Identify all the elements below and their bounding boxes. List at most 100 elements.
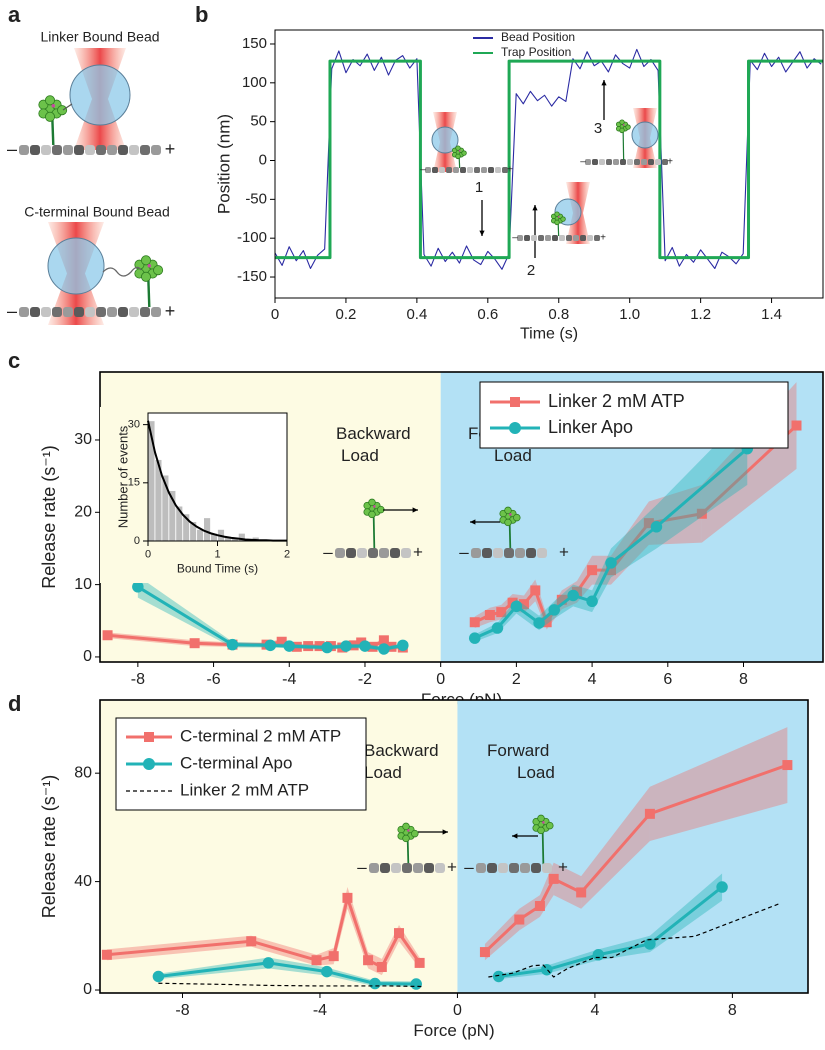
data-point (592, 949, 605, 961)
motor-tag (622, 124, 625, 126)
legend-label: Linker 2 mM ATP (180, 780, 309, 799)
microtubule-subunit (402, 863, 412, 873)
microtubule-subunit (580, 235, 586, 241)
x-axis-label: Time (s) (520, 326, 578, 343)
data-point (548, 873, 559, 884)
motor-tag (51, 104, 56, 108)
microtubule-subunit (520, 863, 530, 873)
plus-sign: + (667, 157, 673, 168)
microtubule-subunit (517, 235, 523, 241)
x-tick-label: -4 (282, 671, 296, 688)
x-tick-label: 6 (663, 671, 672, 688)
plus-sign: + (600, 233, 606, 244)
data-point (189, 638, 200, 649)
microtubule-subunit (435, 863, 445, 873)
microtubule-subunit (19, 145, 29, 155)
microtubule-subunit (346, 548, 356, 558)
legend-label: Bead Position (501, 30, 575, 44)
microtubule-subunit (74, 145, 84, 155)
microtubule-subunit (515, 548, 525, 558)
x-tick-label: 8 (728, 1002, 737, 1019)
linker (62, 103, 73, 111)
microtubule-subunit (620, 159, 626, 165)
data-point (321, 965, 333, 978)
motor-domain (504, 518, 512, 527)
legend-marker (143, 758, 155, 770)
data-point (479, 947, 490, 958)
motor-domain (402, 834, 410, 843)
arrow-head (442, 829, 448, 835)
microtubule-subunit (96, 307, 106, 317)
motor-tag (407, 829, 410, 832)
y-axis-label: Release rate (s⁻¹) (39, 775, 59, 919)
x-tick-label: -4 (313, 1002, 327, 1019)
legend-marker (144, 732, 154, 742)
microtubule-subunit (19, 307, 29, 317)
data-point (492, 970, 505, 983)
y-tick-label: 150 (242, 35, 267, 52)
microtubule-subunit (613, 159, 619, 165)
microtubule-subunit (662, 159, 668, 165)
microtubule-subunit (151, 145, 161, 155)
microtubule-subunit (599, 159, 605, 165)
microtubule-subunit (488, 167, 494, 173)
bead (47, 237, 105, 295)
arrow-head (479, 230, 485, 236)
x-tick-label: -8 (175, 1002, 189, 1019)
motor-domain (625, 124, 631, 130)
motor-domain (44, 95, 56, 106)
microtubule-subunit (493, 548, 503, 558)
motor-domain (140, 255, 152, 266)
data-point (533, 617, 545, 629)
microtubule-subunit (594, 235, 600, 241)
microtubule-subunit (439, 167, 445, 173)
error-band (581, 786, 650, 909)
data-point (414, 957, 425, 968)
microtubule-subunit (476, 863, 486, 873)
data-point (246, 936, 257, 947)
microtubule-subunit (446, 167, 452, 173)
microtubule-subunit (52, 307, 62, 317)
data-point (321, 641, 333, 654)
microtubule-subunit (379, 548, 389, 558)
data-point (514, 914, 525, 925)
annotation: 1 (475, 179, 483, 196)
microtubule-subunit (425, 167, 431, 173)
plus-sign: + (165, 301, 176, 321)
panel-label: b (195, 2, 208, 27)
microtubule-subunit (552, 235, 558, 241)
data-point (696, 508, 707, 519)
microtubule-subunit (129, 145, 139, 155)
diagram-label: C-terminal Bound Bead (24, 204, 170, 220)
x-axis-label: Force (pN) (413, 1021, 494, 1040)
microtubule-subunit (63, 145, 73, 155)
plus-sign: + (559, 542, 569, 561)
x-tick-label: 1.0 (619, 306, 640, 323)
arrow-head (532, 205, 538, 211)
microtubule-subunit (471, 548, 481, 558)
minus-sign: – (7, 139, 17, 159)
panel-label: c (8, 348, 20, 373)
microtubule-subunit (380, 863, 390, 873)
data-point (369, 977, 381, 990)
bead (631, 121, 659, 149)
y-tick-label: 100 (242, 74, 267, 91)
y-tick-label: 80 (74, 764, 92, 781)
motor-tag (458, 150, 461, 152)
microtubule-subunit (107, 307, 117, 317)
microtubule-subunit (63, 307, 73, 317)
x-tick-label: 1 (214, 549, 220, 561)
microtubule-subunit (118, 145, 128, 155)
data-point (376, 961, 387, 972)
data-point (152, 970, 165, 983)
data-point (534, 900, 545, 911)
motor-domain (455, 153, 461, 160)
annotation: 3 (594, 120, 602, 137)
data-point (587, 565, 598, 576)
microtubule-subunit (335, 548, 345, 558)
microtubule-subunit (482, 548, 492, 558)
microtubule-subunit (30, 307, 40, 317)
microtubule-subunit (502, 167, 508, 173)
motor-domain (140, 271, 152, 282)
microtubule-subunit (559, 235, 565, 241)
